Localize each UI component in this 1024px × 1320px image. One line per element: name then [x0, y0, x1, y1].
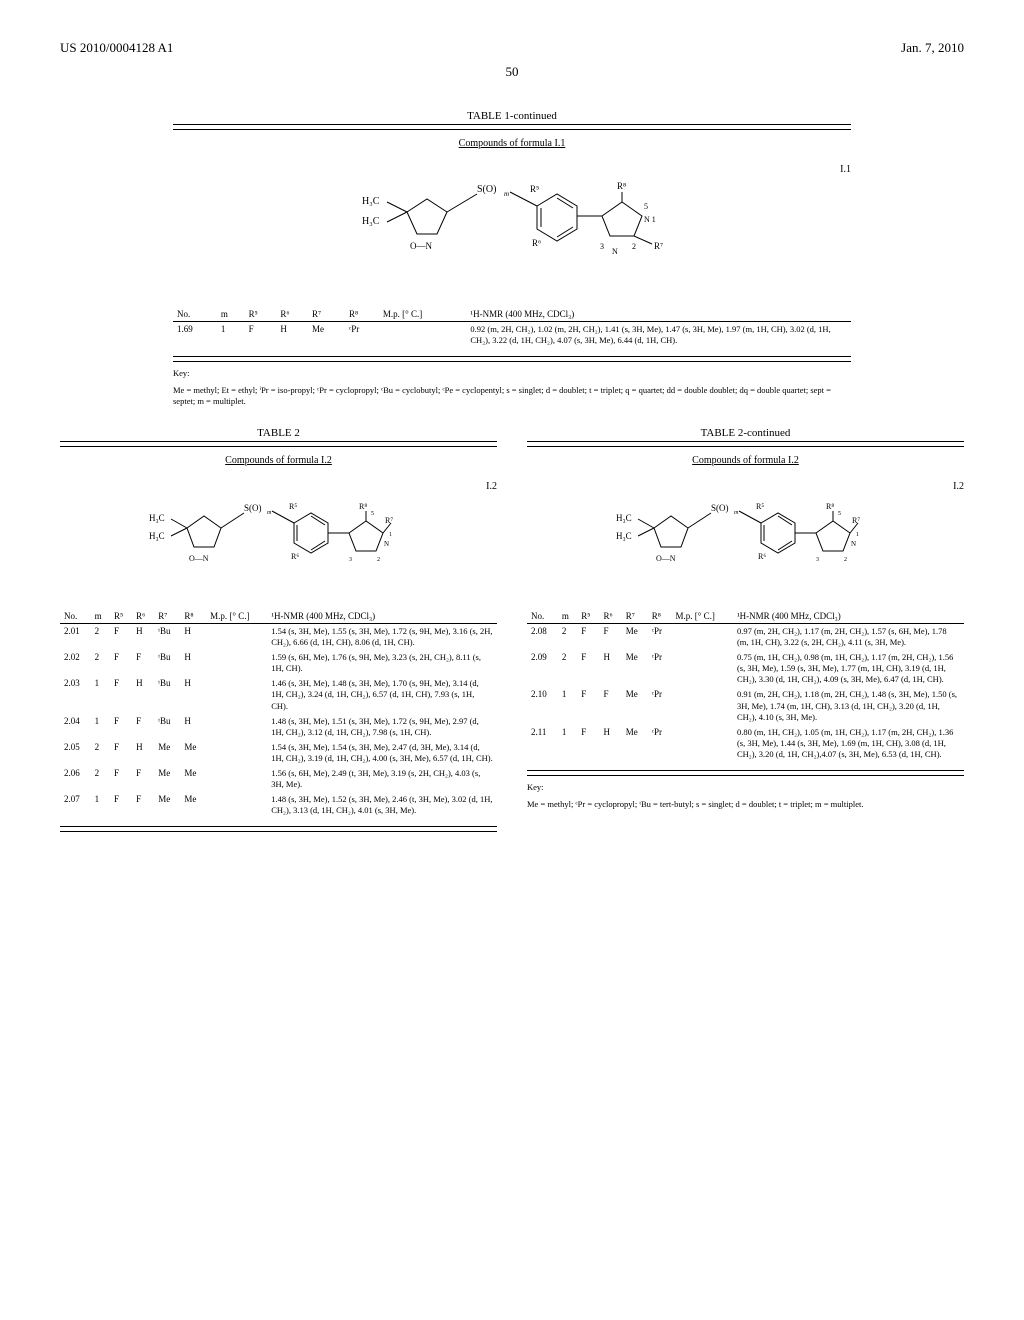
- table1-subtitle: Compounds of formula I.1: [173, 138, 851, 149]
- table2-wrapper: TABLE 2 Compounds of formula I.2 I.2 H₃C…: [60, 427, 964, 832]
- chem-structure-svg-1: H₃C H₃C O—N S(O) m R⁵ R⁶: [322, 164, 702, 284]
- table2-structure-r: I.2 H₃C H₃C O—N S(O) m R⁵: [527, 481, 964, 589]
- svg-text:H₃C: H₃C: [149, 513, 165, 523]
- table2-key-label: Key:: [527, 782, 964, 793]
- table-row: 2.022FFᵗBuH1.59 (s, 6H, Me), 1.76 (s, 9H…: [60, 650, 497, 676]
- table2-right-col: TABLE 2-continued Compounds of formula I…: [527, 427, 964, 832]
- formula-label-2l: I.2: [486, 481, 497, 492]
- col-r5: R⁵: [245, 307, 277, 322]
- chem-structure-svg-2r: H₃C H₃C O—N S(O) m R⁵ R⁶: [596, 481, 896, 586]
- svg-text:3: 3: [600, 242, 604, 251]
- table-row: 2.092FHMeᶜPr0.75 (m, 1H, CH₂), 0.98 (m, …: [527, 650, 964, 687]
- svg-text:S(O): S(O): [244, 503, 262, 513]
- svg-text:N: N: [851, 540, 856, 548]
- table1-data: No. m R⁵ R⁶ R⁷ R⁸ M.p. [° C.] ¹H-NMR (40…: [173, 307, 851, 348]
- page-number: 50: [60, 64, 964, 80]
- svg-text:O—N: O—N: [189, 554, 209, 563]
- table-row: 2.031FHᵗBuH1.46 (s, 3H, Me), 1.48 (s, 3H…: [60, 676, 497, 713]
- svg-text:S(O): S(O): [477, 184, 496, 195]
- svg-text:2: 2: [632, 242, 636, 251]
- col-r8: R⁸: [345, 307, 379, 322]
- svg-text:R⁷: R⁷: [385, 516, 393, 525]
- table2-subtitle-l: Compounds of formula I.2: [60, 455, 497, 466]
- svg-text:5: 5: [371, 511, 374, 517]
- svg-text:5: 5: [838, 511, 841, 517]
- svg-text:R⁶: R⁶: [758, 552, 766, 561]
- svg-text:H₃C: H₃C: [362, 196, 380, 207]
- svg-text:R⁶: R⁶: [532, 238, 541, 248]
- svg-text:3: 3: [349, 557, 352, 563]
- svg-text:R⁵: R⁵: [756, 502, 764, 511]
- svg-text:1: 1: [856, 532, 859, 538]
- table-row: 2.052FHMeMe1.54 (s, 3H, Me), 1.54 (s, 3H…: [60, 740, 497, 766]
- svg-text:N: N: [384, 540, 389, 548]
- col-nmr: ¹H-NMR (400 MHz, CDCl₃): [466, 307, 851, 322]
- svg-text:R⁷: R⁷: [852, 516, 860, 525]
- svg-text:m: m: [267, 510, 272, 516]
- table1-block: TABLE 1-continued Compounds of formula I…: [173, 110, 851, 407]
- svg-text:R⁸: R⁸: [826, 502, 834, 511]
- patent-number: US 2010/0004128 A1: [60, 40, 173, 56]
- svg-text:H₃C: H₃C: [149, 531, 165, 541]
- svg-text:N: N: [612, 247, 618, 256]
- table2-key: Me = methyl; ᶜPr = cyclopropyl; ᵗBu = te…: [527, 799, 964, 810]
- svg-text:R⁸: R⁸: [617, 181, 626, 191]
- col-m: m: [217, 307, 245, 322]
- col-no: No.: [173, 307, 217, 322]
- table-row: 2.041FFᵗBuH1.48 (s, 3H, Me), 1.51 (s, 3H…: [60, 714, 497, 740]
- table2-structure-l: I.2 H₃C H₃C O—N S(O) m R⁵: [60, 481, 497, 589]
- svg-text:5: 5: [644, 202, 648, 211]
- table-row: 2.071FFMeMe1.48 (s, 3H, Me), 1.52 (s, 3H…: [60, 792, 497, 818]
- svg-text:R⁶: R⁶: [291, 552, 299, 561]
- svg-text:2: 2: [377, 557, 380, 563]
- page-header: US 2010/0004128 A1 Jan. 7, 2010: [60, 40, 964, 56]
- table-row: 1.69 1 F H Me ᶜPr 0.92 (m, 2H, CH₂), 1.0…: [173, 322, 851, 349]
- formula-label-2r: I.2: [953, 481, 964, 492]
- svg-text:R⁸: R⁸: [359, 502, 367, 511]
- svg-text:S(O): S(O): [711, 503, 729, 513]
- chem-structure-svg-2l: H₃C H₃C O—N S(O) m R⁵ R⁶: [129, 481, 429, 586]
- table-row: 2.111FHMeᶜPr0.80 (m, 1H, CH₂), 1.05 (m, …: [527, 725, 964, 762]
- table1-title: TABLE 1-continued: [173, 110, 851, 122]
- svg-text:R⁵: R⁵: [530, 184, 539, 194]
- svg-text:O—N: O—N: [410, 241, 432, 251]
- svg-text:R⁵: R⁵: [289, 502, 297, 511]
- svg-text:2: 2: [844, 557, 847, 563]
- table-row: 2.062FFMeMe1.56 (s, 6H, Me), 2.49 (t, 3H…: [60, 766, 497, 792]
- col-mp: M.p. [° C.]: [379, 307, 467, 322]
- patent-date: Jan. 7, 2010: [901, 40, 964, 56]
- svg-text:N 1: N 1: [644, 215, 656, 224]
- table2-title-cont: TABLE 2-continued: [527, 427, 964, 439]
- svg-text:m: m: [504, 190, 509, 198]
- svg-text:3: 3: [816, 557, 819, 563]
- table1-key-label: Key:: [173, 368, 851, 379]
- table1-structure: I.1 H₃C H₃C O—N S(O) m R⁵ R⁶: [173, 164, 851, 287]
- table2-subtitle-r: Compounds of formula I.2: [527, 455, 964, 466]
- svg-text:R⁷: R⁷: [654, 241, 663, 251]
- formula-label-1: I.1: [840, 164, 851, 175]
- svg-text:O—N: O—N: [656, 554, 676, 563]
- svg-text:H₃C: H₃C: [616, 513, 632, 523]
- svg-text:H₃C: H₃C: [616, 531, 632, 541]
- col-r7: R⁷: [308, 307, 345, 322]
- table-row: 2.101FFMeᶜPr0.91 (m, 2H, CH₂), 1.18 (m, …: [527, 687, 964, 724]
- svg-text:m: m: [734, 510, 739, 516]
- col-r6: R⁶: [276, 307, 308, 322]
- table-row: 2.012FHᵗBuH1.54 (s, 3H, Me), 1.55 (s, 3H…: [60, 624, 497, 651]
- table1-key: Me = methyl; Et = ethyl; ⁱPr = iso-propy…: [173, 385, 851, 407]
- table2-right: No. m R⁵ R⁶ R⁷ R⁸ M.p. [° C.] ¹H-NMR (40…: [527, 609, 964, 762]
- table2-left: No. m R⁵ R⁶ R⁷ R⁸ M.p. [° C.] ¹H-NMR (40…: [60, 609, 497, 818]
- svg-text:H₃C: H₃C: [362, 216, 380, 227]
- table-row: 2.082FFMeᶜPr0.97 (m, 2H, CH₂), 1.17 (m, …: [527, 624, 964, 651]
- svg-text:1: 1: [389, 532, 392, 538]
- table2-left-col: TABLE 2 Compounds of formula I.2 I.2 H₃C…: [60, 427, 497, 832]
- table2-title: TABLE 2: [60, 427, 497, 439]
